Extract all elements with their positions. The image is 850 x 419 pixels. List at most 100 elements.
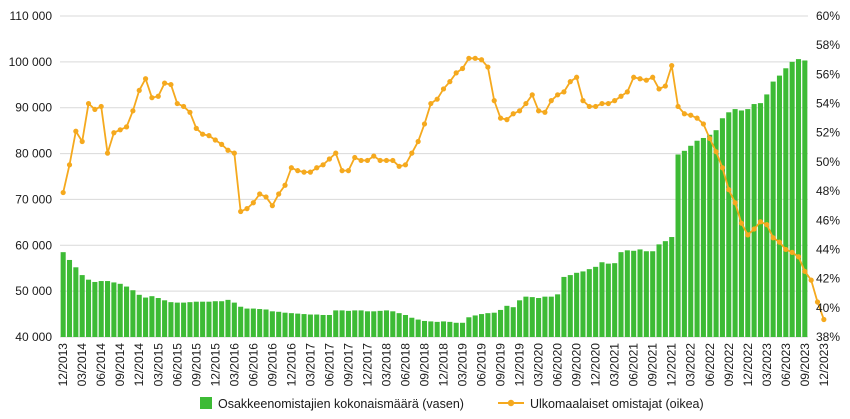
bar (111, 282, 117, 337)
line-point (333, 150, 339, 156)
bar (789, 61, 795, 338)
x-tick-label: 09/2023 (798, 343, 812, 387)
x-tick-label: 03/2021 (608, 343, 622, 387)
line-point (250, 200, 256, 206)
bar (688, 145, 694, 337)
bar (352, 310, 358, 337)
line-point (136, 87, 142, 94)
x-tick-label: 12/2023 (817, 343, 831, 387)
bar (567, 275, 573, 337)
line-point (694, 115, 700, 121)
line-point (104, 150, 111, 156)
bar (491, 312, 497, 337)
line-point (605, 100, 611, 107)
bar (745, 109, 751, 337)
line-point (472, 55, 478, 61)
line-point (675, 103, 681, 110)
line-point (542, 109, 548, 115)
line-point (497, 115, 504, 121)
line-point (669, 63, 675, 69)
bar (409, 317, 415, 337)
line-point (643, 77, 649, 83)
bar (586, 269, 592, 337)
line-point (567, 79, 573, 85)
line-point (161, 80, 168, 86)
line-point (238, 208, 244, 215)
x-tick-label: 09/2015 (189, 343, 203, 387)
line-point (662, 83, 668, 89)
line-point (301, 169, 307, 175)
line-point (453, 70, 459, 76)
line-point (783, 246, 789, 253)
bar (212, 301, 218, 337)
right-tick-label: 58% (816, 38, 840, 52)
bar (783, 68, 789, 337)
line-point (726, 187, 732, 193)
x-tick-label: 06/2018 (398, 343, 412, 387)
right-tick-label: 38% (816, 330, 840, 344)
x-tick-label: 06/2016 (246, 343, 260, 387)
bar (117, 283, 123, 337)
x-tick-label: 12/2017 (360, 343, 374, 387)
bar (548, 296, 554, 337)
x-tick-label: 06/2017 (322, 343, 336, 387)
x-tick-label: 03/2016 (227, 343, 241, 387)
x-tick-label: 09/2017 (341, 343, 355, 387)
bar (624, 250, 630, 337)
bar (105, 281, 111, 337)
bar (707, 134, 713, 337)
line-point (593, 103, 599, 110)
x-tick-label: 12/2015 (208, 343, 222, 387)
line-point (364, 157, 371, 164)
line-point (174, 100, 180, 107)
bar (504, 305, 510, 337)
bar (415, 319, 421, 337)
x-tick-label: 12/2018 (437, 343, 451, 387)
right-tick-label: 54% (816, 97, 840, 111)
line-point (631, 74, 637, 80)
x-tick-label: 03/2023 (760, 343, 774, 387)
bar (85, 279, 92, 337)
line-point (485, 64, 491, 70)
bar (669, 237, 675, 337)
bar (282, 312, 288, 337)
bar (73, 267, 79, 337)
line-point (79, 138, 85, 145)
x-tick-label: 12/2013 (56, 343, 70, 387)
x-tick-label: 12/2016 (284, 343, 298, 387)
line-point (168, 81, 174, 88)
line-point (656, 86, 662, 92)
bar (542, 296, 548, 337)
bar (60, 252, 66, 337)
line-point (523, 100, 529, 107)
bar (485, 313, 491, 337)
bar (250, 308, 256, 337)
bar (795, 59, 802, 338)
line-point (383, 157, 390, 164)
bar (681, 150, 687, 337)
line-point (599, 100, 605, 107)
bar (605, 263, 611, 337)
bar (656, 244, 662, 337)
right-tick-label: 42% (816, 272, 840, 286)
line-point (808, 277, 814, 283)
line-point (377, 157, 383, 164)
line-point (396, 163, 402, 169)
right-tick-label: 60% (816, 9, 840, 23)
x-tick-label: 12/2022 (741, 343, 755, 387)
line-point (732, 200, 738, 206)
line-point (314, 165, 320, 171)
bar (713, 130, 719, 337)
bar (162, 300, 168, 337)
line-point (111, 130, 117, 136)
line-point (738, 220, 745, 226)
line-point (624, 89, 630, 95)
bar (333, 310, 339, 337)
x-tick-label: 09/2022 (722, 343, 736, 387)
bar (155, 298, 161, 337)
line-point (681, 111, 687, 117)
line-point (142, 76, 149, 82)
bar (339, 310, 345, 337)
bar (700, 137, 706, 337)
